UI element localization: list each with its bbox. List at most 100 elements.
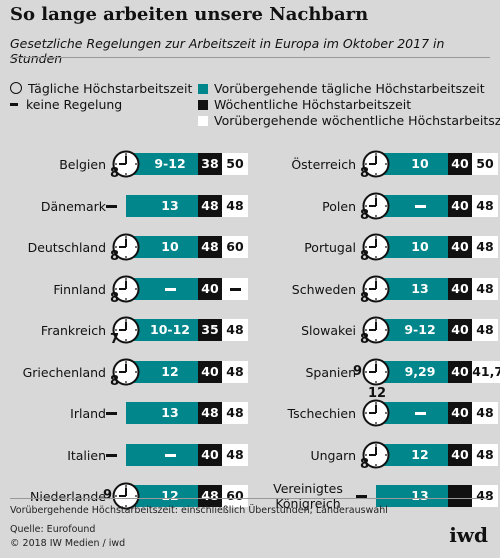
dash-icon	[10, 103, 18, 106]
clock-icon	[362, 316, 390, 344]
temp-weekly-value: 60	[222, 236, 248, 258]
no-rule-dash	[356, 495, 367, 498]
temp-daily-value: 12	[411, 446, 429, 462]
temp-daily-value: 12	[161, 488, 179, 503]
daily-max-value: 8	[110, 290, 120, 306]
no-rule-dash	[229, 287, 241, 291]
daily-max-value: 8	[110, 249, 120, 264]
country-name: Portugal	[304, 240, 356, 255]
weekly-max-value: 40	[448, 402, 472, 424]
clock-icon	[362, 192, 390, 220]
weekly-max-value: 40	[448, 443, 472, 466]
temp-daily-value: 13	[161, 197, 179, 213]
country-name: Spanien	[305, 364, 356, 380]
country-name: Irland	[70, 406, 106, 421]
weekly-max-value: 38	[198, 153, 222, 175]
no-rule-dash	[164, 453, 176, 457]
country-name: Schweden	[291, 281, 356, 297]
temp-daily-value: 13	[411, 488, 429, 503]
legend-weekly: Wöchentliche Höchstarbeitszeit	[198, 97, 411, 112]
weekly-max-value	[448, 485, 472, 507]
legend-daily: Tägliche Höchstarbeitszeit	[10, 81, 192, 96]
footnote: Vorübergehende Höchstarbeitszeit: einsch…	[10, 505, 388, 516]
source: Quelle: Eurofound	[10, 524, 96, 535]
no-rule-dash	[106, 204, 117, 208]
temp-weekly-value: 48	[472, 194, 498, 217]
country-name: Ungarn	[310, 447, 356, 463]
daily-max-value: 8	[360, 290, 370, 306]
no-rule-dash	[414, 412, 426, 415]
temp-weekly-value: 48	[472, 443, 498, 466]
weekly-max-value: 48	[198, 402, 222, 424]
temp-weekly-value: 48	[472, 485, 498, 507]
country-name: Finnland	[53, 281, 106, 297]
daily-max-value: 8	[360, 207, 370, 223]
country-name: Griechenland	[22, 364, 106, 380]
no-rule-dash	[164, 287, 176, 291]
temp-daily-value: 10-12	[150, 322, 190, 337]
temp-daily-bar	[376, 194, 448, 217]
temp-weekly-value: 48	[222, 360, 248, 383]
weekly-max-value: 48	[198, 485, 222, 507]
temp-daily-bar	[126, 402, 198, 424]
temp-daily-value	[142, 444, 198, 466]
daily-max-value: 8	[110, 166, 120, 181]
country-name: Niederlande	[30, 489, 106, 504]
temp-weekly-value: 48	[222, 402, 248, 424]
temp-daily-bar	[126, 236, 198, 258]
daily-max-value: 7	[110, 332, 120, 347]
weekly-max-value: 40	[448, 360, 472, 383]
temp-daily-bar	[376, 443, 448, 466]
clock-icon	[362, 233, 390, 261]
temp-weekly-value: 48	[472, 277, 498, 300]
legend-temp-weekly: Vorübergehende wöchentliche Höchstarbeit…	[198, 113, 500, 128]
temp-daily-bar	[376, 402, 448, 424]
divider-top	[10, 57, 490, 58]
temp-daily-bar	[376, 277, 448, 300]
temp-daily-bar	[126, 485, 198, 507]
clock-icon	[362, 441, 390, 469]
temp-weekly-value: 48	[222, 443, 248, 466]
country-name: Deutschland	[27, 240, 106, 255]
temp-daily-bar	[126, 194, 198, 217]
daily-max-value: 12	[368, 386, 387, 401]
daily-max-value: 8	[360, 456, 370, 472]
temp-daily-value	[392, 195, 448, 217]
temp-weekly-value: 48	[222, 194, 248, 217]
white-square-icon	[198, 116, 208, 126]
daily-max-value: 8	[360, 249, 370, 264]
daily-max-value: 9	[353, 363, 363, 379]
country-name: Dänemark	[40, 198, 106, 214]
temp-daily-bar	[376, 485, 448, 507]
legend-temp-daily: Vorübergehende tägliche Höchstarbeitszei…	[198, 81, 485, 96]
legend-no-rule: keine Regelung	[10, 97, 122, 112]
chart-title: So lange arbeiten unsere Nachbarn	[10, 4, 369, 25]
temp-daily-value: 10	[161, 239, 179, 254]
chart-subtitle: Gesetzliche Regelungen zur Arbeitszeit i…	[10, 36, 445, 66]
temp-weekly-value: 48	[222, 319, 248, 341]
temp-daily-bar	[126, 360, 198, 383]
temp-weekly-value: 50	[222, 153, 248, 175]
weekly-max-value: 40	[448, 236, 472, 258]
country-name: Polen	[322, 198, 356, 214]
country-name: Italien	[67, 447, 106, 463]
temp-weekly-value	[222, 277, 248, 300]
daily-max-value: 8	[110, 373, 120, 389]
black-square-icon	[198, 100, 208, 110]
clock-icon	[112, 358, 140, 386]
circle-icon	[10, 82, 22, 94]
temp-daily-bar	[126, 153, 198, 175]
temp-daily-value	[392, 402, 448, 424]
weekly-max-value: 40	[448, 319, 472, 341]
weekly-max-value: 35	[198, 319, 222, 341]
clock-icon	[112, 316, 140, 344]
country-name: Vereinigtes Königreich	[273, 481, 343, 511]
temp-daily-value: 9,29	[404, 363, 436, 379]
clock-icon	[362, 399, 390, 427]
country-name: Slowakei	[301, 323, 356, 338]
temp-weekly-value: 48	[472, 236, 498, 258]
clock-icon	[362, 275, 390, 303]
no-rule-dash	[106, 453, 117, 457]
temp-daily-value: 9-12	[404, 322, 436, 337]
copyright: © 2018 IW Medien / iwd	[10, 538, 126, 549]
